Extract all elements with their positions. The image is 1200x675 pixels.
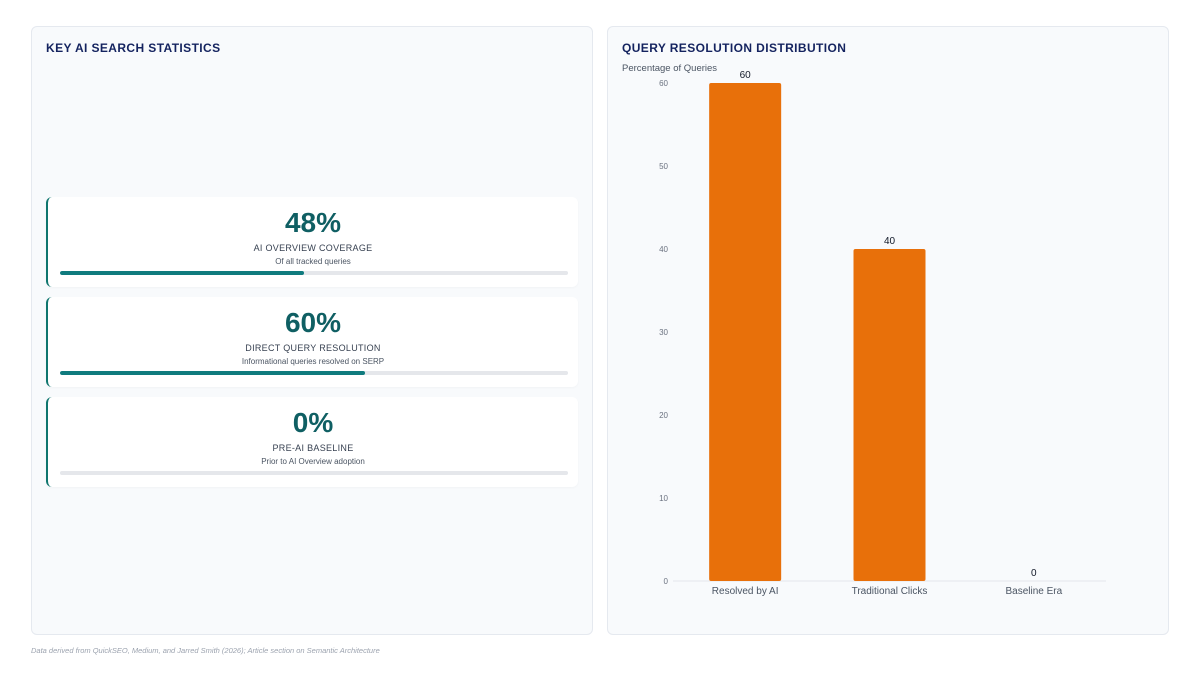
stat-card-baseline: 0% PRE-AI BASELINE Prior to AI Overview … — [46, 397, 578, 487]
stat-label: AI OVERVIEW COVERAGE — [253, 243, 373, 253]
bar-value-label: 60 — [740, 70, 752, 81]
stat-card-direct-resolution: 60% DIRECT QUERY RESOLUTION Informationa… — [46, 297, 578, 387]
stat-subtitle: Informational queries resolved on SERP — [241, 357, 385, 366]
footnote: Data derived from QuickSEO, Medium, and … — [31, 646, 380, 655]
progress-track — [60, 371, 568, 375]
chart-panel: QUERY RESOLUTION DISTRIBUTION Percentage… — [607, 26, 1169, 635]
bar-value-label: 40 — [884, 236, 896, 247]
stats-panel: KEY AI SEARCH STATISTICS 48% AI OVERVIEW… — [31, 26, 593, 635]
y-tick-label: 0 — [664, 577, 669, 586]
progress-fill — [60, 271, 304, 275]
y-tick-label: 10 — [659, 494, 668, 503]
x-tick-label: Baseline Era — [1005, 586, 1062, 597]
y-axis-label: Percentage of Queries — [622, 63, 718, 74]
stat-label: DIRECT QUERY RESOLUTION — [245, 343, 381, 353]
bar — [709, 83, 782, 581]
stat-subtitle: Prior to AI Overview adoption — [261, 457, 365, 466]
bar-chart: 0 10 20 30 40 50 60 60 Resolved by AI 40 Tradition… — [659, 70, 1106, 597]
stat-value: 60% — [284, 307, 342, 338]
chart-title: QUERY RESOLUTION DISTRIBUTION — [622, 41, 847, 55]
x-tick-label: Traditional Clicks — [852, 586, 928, 597]
stat-value: 48% — [284, 207, 342, 238]
progress-fill — [60, 371, 365, 375]
bar-value-label: 0 — [1031, 568, 1037, 579]
stat-card-ai-overview: 48% AI OVERVIEW COVERAGE Of all tracked … — [46, 197, 578, 287]
stats-panel-title: KEY AI SEARCH STATISTICS — [46, 41, 221, 55]
stat-subtitle: Of all tracked queries — [275, 257, 351, 266]
y-tick-label: 60 — [659, 79, 668, 88]
bar — [853, 249, 926, 581]
stat-label: PRE-AI BASELINE — [272, 443, 354, 453]
x-tick-label: Resolved by AI — [712, 586, 779, 597]
y-tick-label: 20 — [659, 411, 668, 420]
progress-track — [60, 271, 568, 275]
y-tick-label: 50 — [659, 162, 668, 171]
stat-value: 0% — [292, 407, 334, 438]
y-tick-label: 30 — [659, 328, 668, 337]
y-tick-label: 40 — [659, 245, 668, 254]
progress-track — [60, 471, 568, 475]
